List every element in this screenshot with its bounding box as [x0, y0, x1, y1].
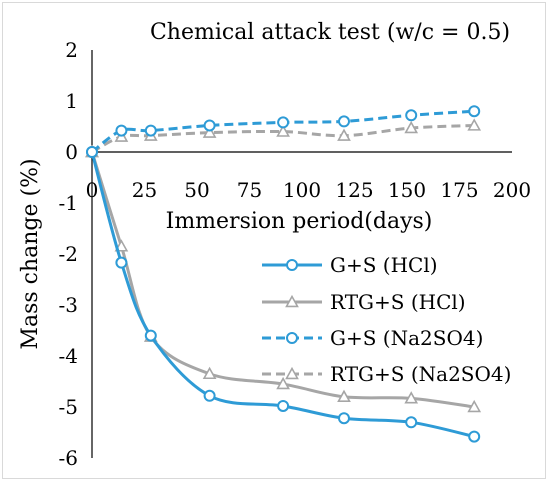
axes: [91, 50, 512, 458]
series-1: [85, 144, 482, 413]
legend-marker: [285, 366, 299, 380]
data-point: [468, 105, 481, 118]
y-tick-label: -1: [59, 191, 78, 215]
data-point: [405, 416, 418, 429]
legend-label: G+S (HCl): [330, 253, 438, 277]
data-point: [277, 399, 290, 412]
data-point: [337, 389, 351, 403]
legend-marker: [286, 259, 298, 271]
y-tick-label: -5: [59, 395, 78, 419]
legend-marker: [286, 332, 298, 344]
y-tick-label: 0: [65, 140, 78, 164]
data-point: [404, 120, 419, 134]
legend: G+S (HCl) RTG+S (HCl) G+S (Na2SO4) RTG+S (N…: [262, 253, 511, 386]
data-point: [338, 115, 350, 128]
series-layer: [85, 105, 482, 443]
x-tick-label: 50: [184, 178, 209, 202]
x-tick-label: 75: [237, 178, 262, 202]
data-point: [203, 119, 216, 132]
legend-label: G+S (Na2SO4): [330, 326, 483, 350]
data-point: [277, 116, 290, 129]
data-point: [468, 430, 481, 443]
x-tick-label: 25: [132, 178, 157, 202]
data-point: [202, 366, 217, 380]
y-tick-label: -3: [59, 293, 78, 317]
x-axis-label: Immersion period(days): [166, 209, 433, 234]
legend-item-3: RTG+S (Na2SO4): [262, 362, 511, 386]
legend-label: RTG+S (HCl): [330, 290, 466, 314]
data-point: [404, 391, 419, 404]
data-point: [202, 125, 217, 138]
legend-marker: [285, 294, 299, 308]
y-tick-label: -4: [59, 344, 78, 368]
legend-label: RTG+S (Na2SO4): [330, 362, 511, 386]
y-axis-label: Mass change (%): [18, 158, 43, 349]
x-tick-label: 150: [388, 178, 426, 202]
data-point: [144, 124, 157, 137]
data-point: [467, 399, 482, 413]
y-tick-label: 1: [65, 89, 78, 113]
data-point: [337, 128, 351, 141]
x-tick-label: 0: [86, 178, 99, 202]
x-tick-label: 200: [493, 178, 531, 202]
y-tick-label: 2: [65, 38, 78, 62]
y-tick-labels: 2 1 0 -1 -2 -3 -4 -5 -6: [59, 38, 78, 470]
data-point: [338, 412, 350, 425]
data-point: [467, 118, 482, 131]
data-point: [405, 109, 418, 122]
legend-item-1: RTG+S (HCl): [262, 290, 466, 314]
series-0: [86, 146, 481, 443]
data-point: [115, 124, 128, 137]
data-point: [86, 146, 98, 158]
data-point: [144, 329, 157, 342]
x-tick-labels: 0 25 50 75 100 125 150 175 200: [86, 178, 531, 202]
y-tick-label: -2: [59, 242, 78, 266]
chart-title: Chemical attack test (w/c = 0.5): [150, 20, 510, 45]
legend-item-0: G+S (HCl): [262, 253, 438, 277]
x-tick-label: 100: [283, 178, 321, 202]
data-point: [203, 389, 216, 402]
chart-frame: [2, 2, 546, 479]
x-tick-label: 175: [440, 178, 478, 202]
data-point: [276, 376, 290, 390]
data-point: [276, 124, 290, 137]
y-tick-label: -6: [59, 446, 78, 470]
legend-item-2: G+S (Na2SO4): [262, 326, 483, 350]
x-tick-label: 125: [335, 178, 373, 202]
data-point: [115, 256, 128, 269]
